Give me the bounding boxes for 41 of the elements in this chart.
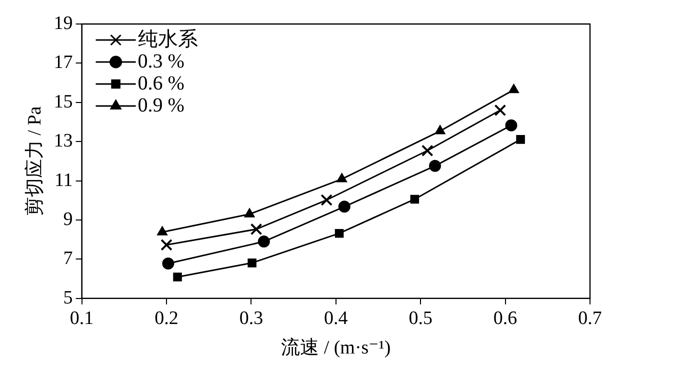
legend-label: 0.6 % (138, 72, 184, 94)
point (336, 173, 348, 182)
x-tick-label: 0.3 (239, 308, 264, 329)
point (250, 223, 262, 236)
y-tick-label: 5 (63, 287, 73, 308)
point (410, 194, 420, 204)
x-tick-label: 0.4 (324, 308, 348, 329)
y-tick-label: 15 (54, 91, 73, 112)
x-axis-title: 流速 / (m·s⁻¹) (281, 336, 391, 359)
point (248, 258, 256, 268)
point (320, 194, 333, 206)
point (421, 144, 434, 157)
point (244, 208, 255, 218)
point (160, 238, 172, 251)
point (434, 125, 446, 134)
y-axis-title: 剪切应力 / Pa (23, 106, 46, 216)
x-tick-label: 0.5 (408, 308, 432, 329)
y-tick-label: 7 (63, 248, 73, 270)
point (338, 200, 350, 213)
y-tick-label: 9 (63, 208, 73, 230)
point (494, 104, 506, 116)
y-tick-label: 13 (54, 130, 73, 152)
point (334, 228, 344, 238)
point (429, 160, 441, 172)
y-tick-label: 17 (54, 52, 73, 74)
legend-label: 0.9 % (138, 94, 184, 116)
point (516, 135, 525, 144)
x-tick-label: 0.7 (578, 308, 602, 329)
x-tick-label: 0.1 (70, 308, 94, 329)
point (505, 119, 518, 132)
point (173, 272, 182, 282)
x-tick-label: 0.2 (154, 308, 178, 329)
x-tick-label: 0.6 (493, 308, 518, 329)
y-tick-label: 19 (54, 12, 73, 34)
point (162, 258, 174, 270)
legend-label: 纯水系 (138, 28, 198, 50)
point (508, 84, 520, 94)
y-tick-label: 11 (54, 170, 73, 191)
point (157, 226, 168, 236)
legend-label: 0.3 % (138, 50, 184, 72)
point (258, 236, 270, 248)
